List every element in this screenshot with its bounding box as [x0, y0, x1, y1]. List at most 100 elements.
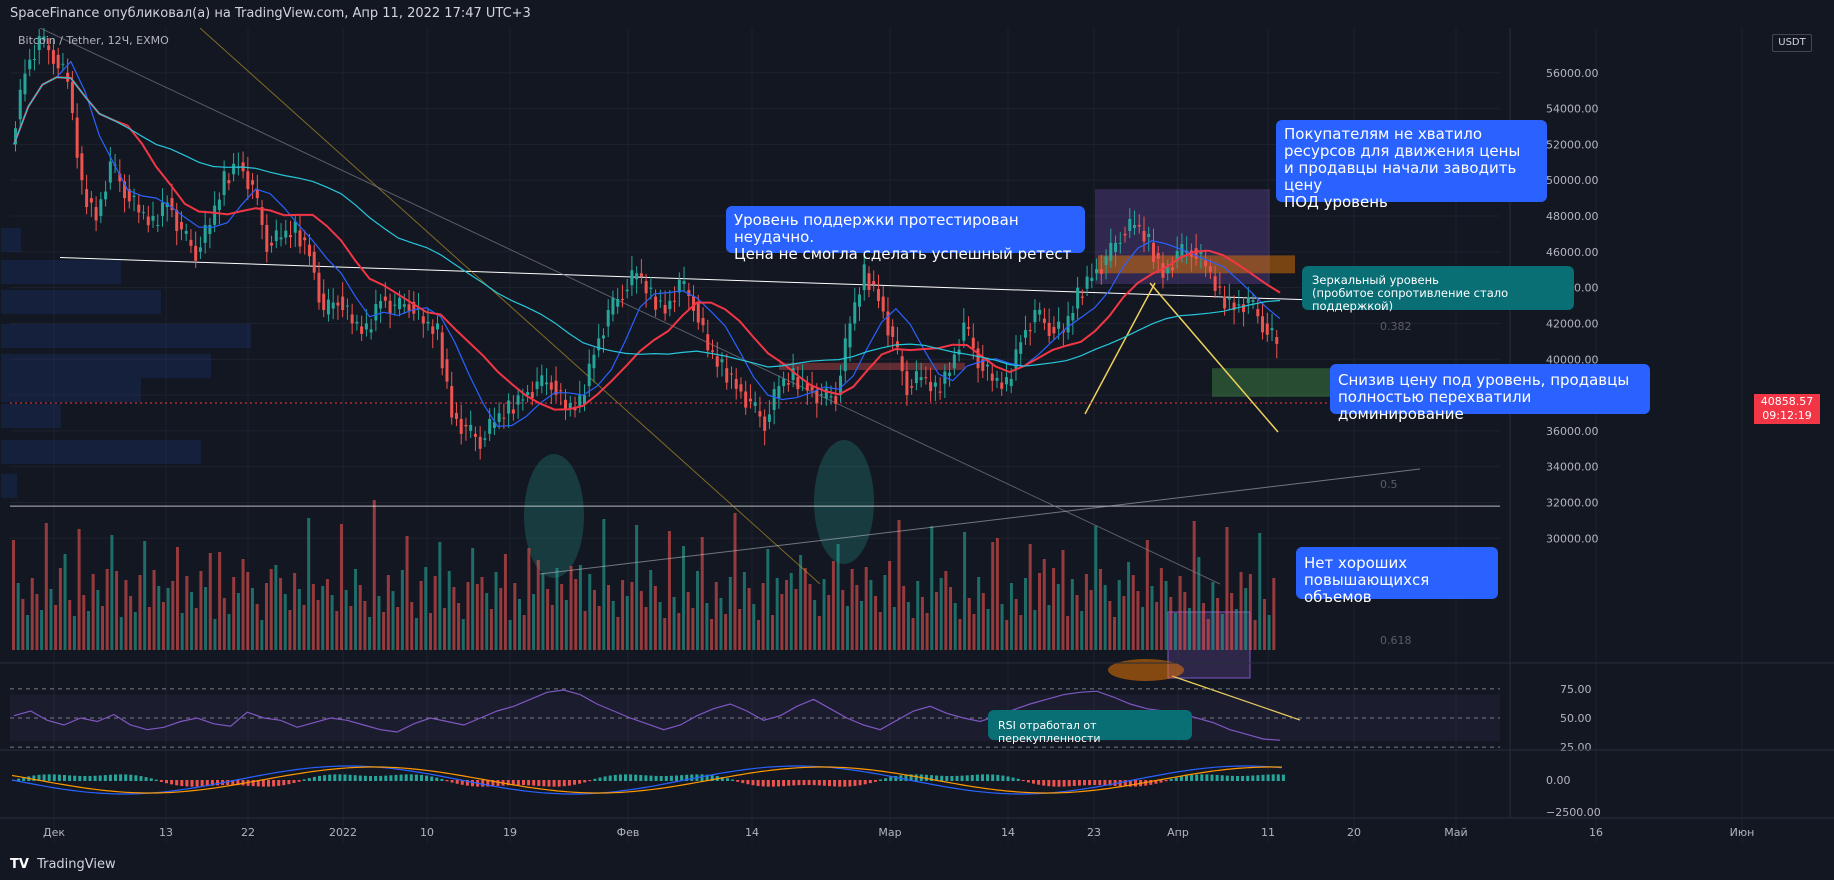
volume-bar: [489, 609, 493, 650]
macd-bar: [664, 775, 668, 781]
volume-bar: [297, 589, 301, 650]
candle-body: [526, 392, 530, 396]
support-resistance-line: [59, 257, 1331, 302]
volume-bar: [963, 532, 967, 650]
macd-bar: [63, 775, 66, 781]
macd-bar: [435, 777, 439, 781]
candle-body: [1104, 256, 1108, 265]
candle-body: [668, 300, 672, 310]
volume-bar: [1075, 595, 1079, 650]
candle-body: [421, 316, 425, 324]
macd-bar: [583, 780, 587, 783]
macd-bar: [369, 775, 372, 781]
candle-body: [990, 373, 994, 381]
macd-bar: [1093, 780, 1097, 786]
time-tick-label: Дек: [43, 826, 65, 839]
candle-body: [711, 350, 715, 352]
volume-bar: [981, 593, 985, 650]
candle-body: [1095, 269, 1099, 274]
volume-bar: [349, 606, 353, 650]
macd-bar: [710, 775, 714, 781]
macd-bar: [124, 774, 128, 781]
candle-body: [962, 322, 966, 341]
candle-body: [483, 438, 487, 440]
candle-body: [75, 117, 79, 158]
volume-bar: [681, 546, 685, 650]
volume-bar: [522, 615, 526, 650]
candle-body: [858, 294, 861, 307]
candle-body: [14, 128, 17, 145]
candle-body: [597, 338, 601, 351]
volume-bar: [1014, 599, 1018, 650]
candle-body: [402, 304, 406, 307]
candle-body: [1019, 342, 1023, 354]
volume-bar: [124, 580, 128, 650]
candle-body: [843, 338, 847, 372]
volume-bar: [944, 571, 948, 650]
macd-bar: [940, 775, 944, 781]
volume-bar: [49, 589, 53, 650]
volume-bar: [518, 599, 521, 650]
volume-bar: [143, 541, 147, 650]
macd-bar: [578, 780, 582, 784]
macd-bar: [1042, 780, 1046, 786]
macd-bar: [506, 780, 510, 786]
volume-bar: [663, 618, 667, 650]
candle-body: [1028, 330, 1032, 332]
volume-bar: [325, 579, 329, 650]
candle-body: [677, 279, 681, 293]
volume-bar: [532, 594, 536, 650]
candle-body: [326, 299, 330, 315]
footer-brand[interactable]: TradingView: [37, 857, 116, 872]
macd-bar: [659, 775, 663, 781]
candle-body: [654, 296, 658, 310]
candle-body: [687, 290, 691, 296]
candle-body: [1151, 242, 1155, 262]
currency-badge[interactable]: USDT: [1772, 34, 1812, 52]
candle-body: [1256, 309, 1260, 317]
candle-body: [151, 216, 155, 221]
candle-body: [1118, 242, 1122, 244]
volume-bar: [58, 568, 62, 650]
time-tick-label: 2022: [329, 826, 357, 839]
macd-bar: [1123, 780, 1127, 787]
candle-body: [900, 356, 904, 372]
macd-bar: [414, 774, 418, 781]
volume-bar: [180, 613, 184, 650]
volume-bar: [466, 582, 470, 650]
macd-bar: [1011, 777, 1015, 781]
candle-body: [805, 383, 809, 391]
macd-bar: [210, 780, 214, 786]
volume-bar: [836, 544, 840, 650]
macd-bar: [17, 778, 21, 781]
macd-bar: [445, 780, 449, 782]
candle-body: [61, 63, 65, 65]
volume-bar: [1127, 562, 1131, 650]
macd-bar: [496, 780, 500, 786]
macd-bar: [302, 779, 306, 781]
macd-bar: [37, 774, 41, 781]
macd-bar: [1215, 774, 1219, 781]
macd-bar: [960, 775, 964, 781]
volume-bar: [288, 610, 292, 650]
candle-body: [981, 359, 985, 371]
chart-canvas[interactable]: 0.382 0.5 0.618 56000.00 54000.00 52000.00 50…: [0, 28, 1834, 850]
volume-bar: [382, 612, 386, 650]
candle-body: [1142, 230, 1146, 242]
volume-bar: [16, 583, 20, 650]
macd-bar: [430, 776, 434, 781]
volume-bar: [105, 569, 109, 650]
volume-bar: [194, 608, 198, 650]
candle-body: [1246, 297, 1250, 304]
volume-bar: [185, 576, 189, 650]
descending-trendline-gray: [39, 28, 1221, 585]
candle-body: [1208, 266, 1212, 272]
candle-body: [891, 326, 895, 337]
volume-bar: [91, 574, 95, 650]
note-mirror-level: Зеркальный уровень (пробитое сопротивлен…: [1302, 266, 1574, 313]
volume-bar: [147, 607, 151, 650]
candle-body: [815, 390, 819, 404]
volume-bar: [780, 594, 784, 650]
macd-bar: [1174, 777, 1178, 781]
last-price-tag: 40858.57 09:12:19: [1754, 394, 1820, 424]
